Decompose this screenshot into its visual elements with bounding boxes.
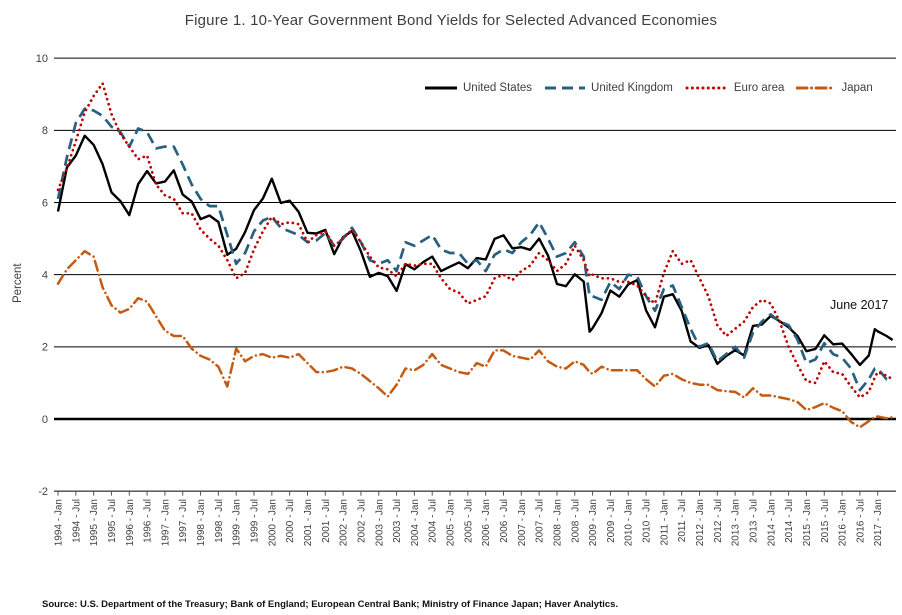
x-tick-label: 2010 - Jul [642,499,653,543]
x-tick-label: 1997 - Jul [178,499,189,543]
legend-swatch-japan [796,86,837,90]
x-tick-label: 1998 - Jul [214,499,225,543]
x-tick-label: 2006 - Jul [499,499,510,543]
x-tick-label: 2017 - Jan [873,499,884,546]
y-tick-label: 8 [42,125,48,137]
x-tick-label: 2006 - Jan [481,499,492,546]
x-tick-label: 1995 - Jul [107,499,118,543]
y-tick-label: 6 [42,197,48,209]
chart-legend: United States United Kingdom Euro area J… [424,82,873,94]
x-tick-label: 2014 - Jan [766,499,777,546]
x-tick-label: 2016 - Jan [838,499,849,546]
x-tick-label: 1994 - Jul [71,499,82,543]
x-tick-label: 2003 - Jan [374,499,385,546]
y-tick-label: 10 [36,53,48,65]
legend-swatch-united-states [425,86,457,90]
series-lines [56,82,894,429]
x-tick-label: 2005 - Jul [463,499,474,543]
source-note: Source: U.S. Department of the Treasury;… [42,599,619,610]
y-tick-label: 0 [42,414,48,426]
x-tick-label: 2011 - Jul [677,499,688,542]
x-tick-label: 2002 - Jul [356,499,367,543]
x-tick-label: 2015 - Jul [820,499,831,543]
figure-title: Figure 1. 10-Year Government Bond Yields… [184,12,718,29]
x-tick-label: 1997 - Jan [160,499,171,546]
x-tick-label: 2012 - Jul [713,499,724,543]
x-tick-label: 2007 - Jan [517,499,528,546]
legend-swatch-euro-area [685,86,729,90]
annotation-june-2017: June 2017 [830,298,889,312]
x-tick-label: 2013 - Jul [748,499,759,543]
x-tick-labels: 1994 - Jan 1994 - Jul 1995 - Jan 1995 - Jul… [54,499,885,546]
legend-label: Euro area [733,82,785,94]
x-tick-label: 2012 - Jan [695,499,706,546]
x-ticks [57,491,879,496]
x-tick-label: 2005 - Jan [446,499,457,546]
y-tick-label: -2 [38,486,48,498]
series-japan [56,249,894,429]
x-tick-label: 2008 - Jul [570,499,581,543]
x-tick-label: 2010 - Jan [624,499,635,546]
x-tick-label: 2007 - Jul [535,499,546,543]
x-tick-label: 2000 - Jan [267,499,278,546]
x-tick-label: 2000 - Jul [285,499,296,543]
y-tick-labels: 10 8 6 4 2 0 -2 [36,53,48,498]
series-euro-area [56,82,894,399]
x-tick-label: 2014 - Jul [784,499,795,543]
series-united-kingdom [56,107,893,392]
legend-label: United States [463,82,533,94]
x-tick-label: 2016 - Jul [855,499,866,543]
x-tick-label: 1996 - Jan [125,499,136,546]
x-tick-label: 2002 - Jan [339,499,350,546]
x-tick-label: 2008 - Jan [552,499,563,546]
y-tick-label: 2 [42,342,48,354]
y-tick-label: 4 [42,270,48,282]
legend-item-united-kingdom: United Kingdom [544,82,673,94]
x-tick-label: 1994 - Jan [54,499,65,546]
x-tick-label: 1999 - Jul [250,499,261,543]
x-tick-label: 2001 - Jul [321,499,332,543]
x-tick-label: 1995 - Jan [89,499,100,546]
gridlines [54,57,896,492]
legend-item-united-states: United States [424,82,532,94]
legend-label: Japan [841,82,873,94]
x-tick-label: 1998 - Jan [196,499,207,546]
x-tick-label: 1999 - Jan [232,499,243,546]
x-tick-label: 2001 - Jan [303,499,314,546]
x-tick-label: 2004 - Jan [410,499,421,546]
x-tick-label: 2015 - Jan [802,499,813,546]
legend-item-japan: Japan [796,82,873,94]
legend-label: United Kingdom [591,82,673,94]
x-tick-label: 2011 - Jan [659,499,670,546]
x-tick-label: 1996 - Jul [143,499,154,543]
series-united-states [56,134,894,367]
legend-swatch-united-kingdom [545,86,586,90]
x-tick-label: 2003 - Jul [392,499,403,543]
x-tick-label: 2009 - Jul [606,499,617,543]
legend-item-euro-area: Euro area [685,82,785,94]
x-tick-label: 2009 - Jan [588,499,599,546]
x-tick-label: 2013 - Jan [731,499,742,546]
x-tick-label: 2004 - Jul [428,499,439,543]
